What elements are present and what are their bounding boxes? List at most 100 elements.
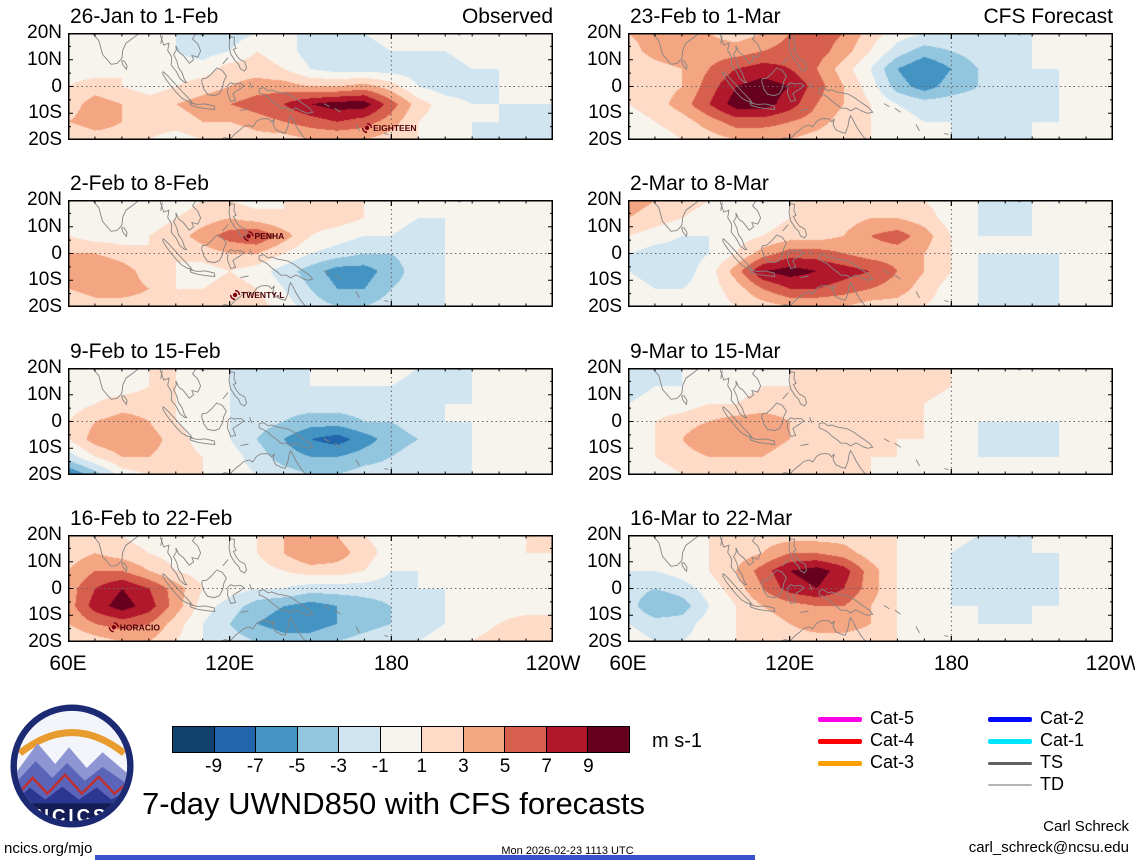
legend-label-ts: TS [1040,752,1064,772]
colorbar-segment [339,727,381,752]
lat-tick-label: 0 [51,577,62,599]
wind-anomaly-field [68,200,553,307]
legend-label-cat-5: Cat-5 [870,708,915,728]
panel-date-range: 9-Mar to 15-Mar [630,340,781,363]
lon-tick-label: 180 [933,652,969,675]
lat-tick-label: 20S [28,631,62,652]
lat-tick-label: 20S [588,631,622,652]
wind-anomaly-field [68,368,553,475]
colorbar-tick-label: 5 [499,756,511,777]
lat-tick-label: 10S [28,102,62,124]
colorbar-segment [173,727,215,752]
colorbar-segment [505,727,547,752]
lat-tick-label: 10S [28,269,62,291]
lat-tick-label: 20N [587,189,622,210]
panel-date-range: 2-Mar to 8-Mar [630,172,769,195]
wind-anomaly-field [628,33,1113,140]
panel-date-range: 23-Feb to 1-Mar [630,5,781,28]
lat-tick-label: 10N [587,215,622,237]
legend-label-cat-1: Cat-1 [1040,730,1085,750]
legend-label-cat-2: Cat-2 [1040,708,1085,728]
lon-tick-label: 120W [525,652,581,675]
panel-date-range: 16-Feb to 22-Feb [70,507,233,530]
lat-tick-label: 0 [611,410,622,432]
lat-tick-label: 10S [28,604,62,626]
legend-label-td: TD [1040,774,1064,794]
panel-source-label: CFS Forecast [983,5,1113,28]
lat-tick-label: 0 [611,75,622,97]
lat-tick-label: 20S [28,296,62,317]
colorbar-tick-label: -9 [205,756,223,777]
panel-date-range: 9-Feb to 15-Feb [70,340,221,363]
ncics-logo: NCICS [10,704,134,828]
panel-date-range: 16-Mar to 22-Mar [630,507,793,530]
colorbar-tick-label: 7 [541,756,552,777]
lat-tick-label: 20S [588,464,622,485]
lon-tick-label: 120E [765,652,815,675]
legend-line-cat-2 [988,716,1032,722]
footer-author: Carl Schreck [1043,818,1129,835]
lat-tick-label: 10S [28,437,62,459]
legend-line-td [988,784,1032,786]
figure-title: 7-day UWND850 with CFS forecasts [142,786,646,821]
footer-url: ncics.org/mjo [4,840,93,857]
logo-ridge-line [16,773,128,798]
lat-tick-label: 20N [27,357,62,378]
wind-anomaly-field [628,368,1113,475]
colorbar-segment [380,727,423,752]
lat-tick-label: 10N [587,550,622,572]
colorbar-tick-label: -3 [330,756,347,777]
colorbar-segment [256,727,298,752]
colorbar-tick-label: -7 [246,756,264,777]
legend-line-cat-1 [988,738,1032,744]
wind-anomaly-field [628,200,1113,307]
lon-tick-label: 60E [609,652,647,675]
colorbar-segment [463,727,506,752]
footer-email: carl_schreck@ncsu.edu [968,839,1129,856]
lat-tick-label: 20N [587,357,622,378]
lon-tick-label: 120E [205,652,255,675]
lat-tick-label: 10N [27,215,62,237]
colorbar-tick-label: -1 [371,756,389,777]
panel-date-range: 2-Feb to 8-Feb [70,172,209,195]
lat-tick-label: 0 [611,577,622,599]
lon-tick-label: 60E [49,652,87,675]
logo-sun-arc [17,729,127,756]
bottom-blue-bar [95,855,755,860]
wind-anomaly-field [68,33,553,140]
colorbar-segment [422,727,464,752]
colorbar-segment [214,727,257,752]
colorbar-segment [297,727,340,752]
footer-timestamp: Mon 2026-02-23 1113 UTC [501,845,634,857]
lat-tick-label: 10S [588,437,622,459]
colorbar-tick-label: 9 [583,756,594,777]
panel-date-range: 26-Jan to 1-Feb [70,5,219,28]
lat-tick-label: 20S [588,129,622,150]
lat-tick-label: 0 [51,410,62,432]
lat-tick-label: 10N [27,550,62,572]
wind-anomaly-field [628,535,1113,642]
lat-tick-label: 10N [27,383,62,405]
panel-source-label: Observed [461,5,553,28]
colorbar-tick-label: 3 [458,756,469,777]
lat-tick-label: 10S [588,269,622,291]
lat-tick-label: 10N [587,383,622,405]
colorbar-units: m s-1 [652,730,702,752]
lon-tick-label: 180 [373,652,409,675]
colorbar-segment [588,727,630,752]
legend-line-cat-5 [818,716,862,722]
lat-tick-label: 20S [588,296,622,317]
lat-tick-label: 20N [27,189,62,210]
logo-text: NCICS [36,805,109,826]
lat-tick-label: 10S [588,604,622,626]
lat-tick-label: 20N [27,22,62,43]
lat-tick-label: 20N [587,22,622,43]
lat-tick-label: 0 [611,242,622,264]
lat-tick-label: 0 [51,75,62,97]
lat-tick-label: 0 [51,242,62,264]
lat-tick-label: 20S [28,129,62,150]
colorbar [172,726,630,753]
legend-line-ts [988,761,1032,765]
colorbar-tick-label: -5 [288,756,306,777]
